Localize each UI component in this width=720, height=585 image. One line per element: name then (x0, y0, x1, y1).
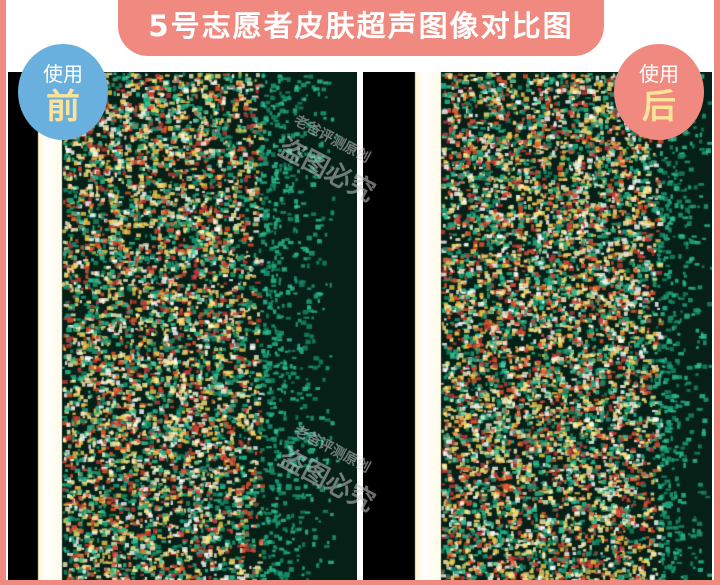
before-badge-line2: 前 (46, 87, 80, 127)
ultrasound-image-before (8, 72, 357, 580)
before-badge: 使用 前 (18, 44, 108, 140)
after-badge: 使用 后 (614, 44, 704, 140)
before-badge-line1: 使用 (43, 62, 83, 86)
ultrasound-image-after (363, 72, 712, 580)
page-title: 5号志愿者皮肤超声图像对比图 (118, 0, 604, 56)
after-badge-line2: 后 (642, 87, 676, 127)
after-badge-line1: 使用 (639, 62, 679, 86)
